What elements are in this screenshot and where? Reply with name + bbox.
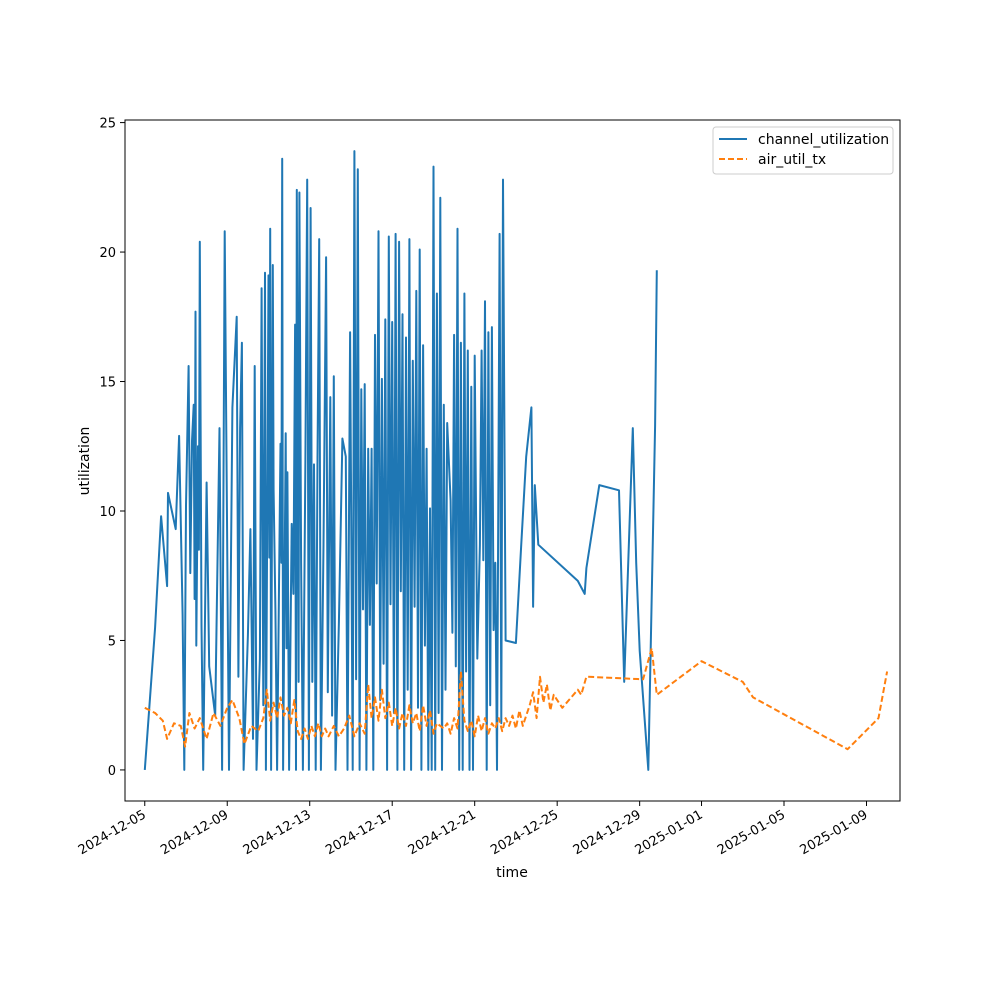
y-tick-label: 20 — [99, 246, 116, 261]
y-tick-label: 5 — [108, 634, 116, 649]
axes-frame — [124, 119, 901, 802]
y-tick-label: 15 — [99, 376, 116, 391]
y-axis-label: utilization — [77, 427, 93, 496]
legend-box — [712, 126, 894, 175]
x-axis-label: time — [496, 865, 528, 881]
series-line-air-util-tx — [144, 647, 889, 751]
series-line-channel-utilization — [143, 150, 658, 771]
legend-label-channel-utilization: channel_utilization — [758, 132, 889, 148]
y-tick-label: 25 — [99, 117, 116, 132]
plot-area — [125, 120, 900, 801]
y-axis: 0 5 10 15 20 25 — [99, 117, 125, 779]
series-layer — [143, 150, 889, 771]
y-tick-label: 0 — [108, 764, 116, 779]
legend-label-air-util-tx: air_util_tx — [758, 152, 826, 168]
y-tick-label: 10 — [99, 505, 116, 520]
legend: channel_utilization air_util_tx — [712, 126, 894, 175]
